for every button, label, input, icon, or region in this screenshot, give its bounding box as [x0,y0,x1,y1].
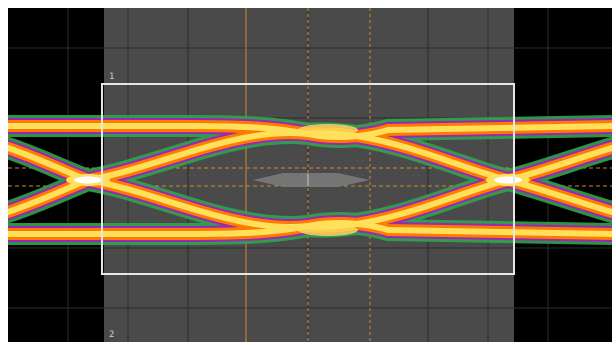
eye-diagram-canvas [8,8,612,342]
mask-label-bottom: 2 [109,330,115,340]
eye-diagram-display: 1 2 [8,8,612,342]
crossing-left-peak [74,176,102,184]
crossing-points [66,124,530,236]
eye-traces [8,115,612,245]
measurement-mask-rectangle[interactable] [101,83,515,275]
upper-overlap [298,124,358,136]
eye-mask-hexagon [253,173,370,187]
crossing-right-peak [494,176,522,184]
mask-label-top: 1 [109,72,115,82]
lower-overlap [298,224,358,236]
